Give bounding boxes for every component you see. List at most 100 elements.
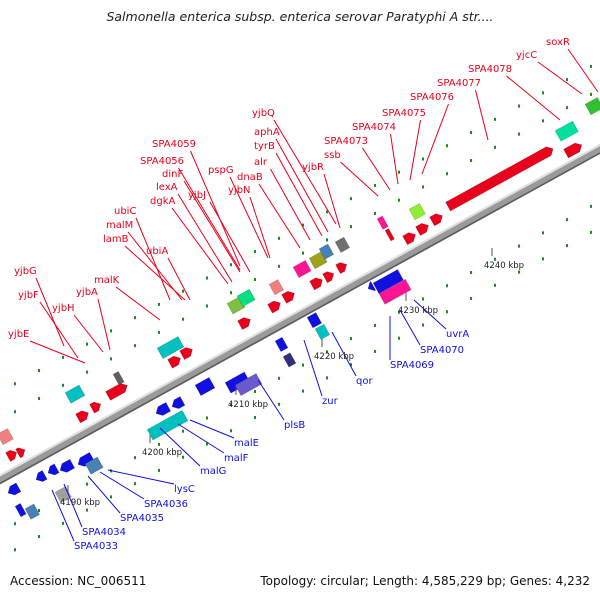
gene-feature[interactable]: [563, 141, 585, 159]
gene-feature[interactable]: [314, 323, 330, 340]
gene-feature[interactable]: [445, 144, 556, 212]
gene-label[interactable]: SPA4056: [140, 156, 184, 167]
gene-feature[interactable]: [415, 221, 431, 236]
gene-feature[interactable]: [167, 354, 183, 369]
gene-feature[interactable]: [429, 211, 445, 227]
gene-label[interactable]: SPA4078: [468, 64, 512, 75]
gene-label[interactable]: SPA4034: [82, 527, 126, 538]
gene-label[interactable]: lysC: [174, 484, 195, 495]
gene-feature[interactable]: [112, 371, 125, 386]
gene-label[interactable]: yjbQ: [252, 108, 275, 119]
gene-feature[interactable]: [268, 279, 284, 296]
gene-label[interactable]: SPA4035: [120, 513, 164, 524]
gene-label[interactable]: yjbE: [8, 329, 29, 340]
gene-label[interactable]: ubiC: [114, 206, 136, 217]
gene-feature[interactable]: [384, 228, 395, 242]
gene-feature[interactable]: [318, 243, 334, 260]
gene-label[interactable]: malM: [106, 220, 133, 231]
gene-feature[interactable]: [376, 215, 389, 230]
gene-label[interactable]: SPA4075: [382, 108, 426, 119]
gene-label[interactable]: aphA: [254, 127, 280, 138]
gene-feature[interactable]: [105, 381, 130, 401]
gene-feature[interactable]: [282, 352, 297, 368]
gene-label[interactable]: SPA4073: [324, 136, 368, 147]
gene-label[interactable]: ssb: [324, 150, 341, 161]
gene-label[interactable]: SPA4069: [390, 360, 434, 371]
gene-label[interactable]: yjbG: [14, 266, 37, 277]
gene-feature[interactable]: [179, 345, 195, 360]
gene-label[interactable]: qor: [356, 376, 373, 387]
gene-feature[interactable]: [309, 275, 325, 291]
gene-label[interactable]: SPA4059: [152, 139, 196, 150]
gene-feature[interactable]: [0, 428, 14, 446]
gene-feature[interactable]: [170, 396, 186, 412]
gene-label[interactable]: yjbA: [76, 287, 98, 298]
gene-feature[interactable]: [15, 445, 28, 459]
gene-feature[interactable]: [194, 377, 216, 396]
gene-label[interactable]: yjbF: [18, 290, 39, 301]
gene-feature[interactable]: [75, 408, 91, 424]
gene-label[interactable]: pspG: [208, 165, 234, 176]
gene-label[interactable]: yjbJ: [188, 190, 206, 201]
gene-feature[interactable]: [64, 384, 86, 404]
gene-label[interactable]: yjbR: [302, 162, 324, 173]
gene-label[interactable]: dgkA: [150, 196, 175, 207]
gene-label[interactable]: SPA4074: [352, 122, 396, 133]
gene-feature[interactable]: [334, 236, 350, 253]
gene-label[interactable]: yjcC: [516, 50, 537, 61]
gene-label[interactable]: SPA4033: [74, 541, 118, 552]
gene-label[interactable]: uvrA: [446, 329, 469, 340]
gene-label[interactable]: SPA4036: [144, 499, 188, 510]
gene-feature[interactable]: [156, 336, 185, 359]
gene-feature[interactable]: [34, 470, 48, 484]
gene-label[interactable]: dnaB: [237, 172, 263, 183]
gene-feature[interactable]: [306, 312, 322, 329]
gene-label[interactable]: soxR: [546, 37, 570, 48]
gene-label[interactable]: malF: [224, 453, 249, 464]
gene-feature[interactable]: [236, 288, 256, 307]
gene-feature[interactable]: [58, 458, 76, 475]
label-leader: [258, 183, 301, 249]
gene-label[interactable]: SPA4077: [437, 78, 481, 89]
gene-label[interactable]: zur: [322, 396, 339, 407]
gene-feature[interactable]: [234, 373, 263, 396]
gene-feature[interactable]: [335, 260, 350, 274]
gene-label[interactable]: alr: [254, 157, 268, 168]
gene-label[interactable]: malE: [234, 438, 259, 449]
gene-label[interactable]: yjbH: [52, 303, 75, 314]
gene-feature[interactable]: [322, 269, 337, 284]
gene-feature[interactable]: [154, 402, 172, 418]
gene-label[interactable]: ubiA: [146, 246, 168, 257]
gene-feature[interactable]: [89, 400, 104, 414]
gene-label[interactable]: yjbN: [228, 185, 251, 196]
gene-label[interactable]: lamB: [103, 234, 129, 245]
gene-label[interactable]: lexA: [156, 182, 178, 193]
gene-feature[interactable]: [274, 336, 289, 352]
gene-feature[interactable]: [146, 409, 189, 441]
gene-feature[interactable]: [372, 269, 404, 294]
gene-label[interactable]: malK: [94, 275, 120, 286]
gene-feature[interactable]: [5, 448, 20, 462]
gene-label[interactable]: malG: [200, 466, 226, 477]
gene-label[interactable]: tyrB: [254, 141, 275, 152]
gene-feature[interactable]: [46, 463, 60, 478]
gene-feature[interactable]: [402, 230, 418, 246]
gene-feature[interactable]: [292, 260, 312, 278]
gene-feature[interactable]: [14, 503, 27, 518]
gene-feature[interactable]: [54, 486, 72, 504]
gene-feature[interactable]: [366, 281, 377, 293]
gene-feature[interactable]: [281, 289, 297, 304]
gene-feature[interactable]: [6, 482, 22, 498]
gene-label[interactable]: dinF: [162, 169, 183, 180]
gene-feature[interactable]: [378, 278, 412, 305]
gene-feature[interactable]: [84, 456, 104, 475]
gene-label[interactable]: SPA4070: [420, 345, 464, 356]
gene-feature[interactable]: [267, 299, 283, 314]
gene-label[interactable]: SPA4076: [410, 92, 454, 103]
gene-feature[interactable]: [237, 315, 253, 330]
gene-feature[interactable]: [24, 503, 40, 520]
gene-label[interactable]: plsB: [284, 420, 305, 431]
gene-feature[interactable]: [408, 203, 426, 221]
gene-feature[interactable]: [554, 120, 579, 142]
gene-feature[interactable]: [584, 97, 600, 116]
